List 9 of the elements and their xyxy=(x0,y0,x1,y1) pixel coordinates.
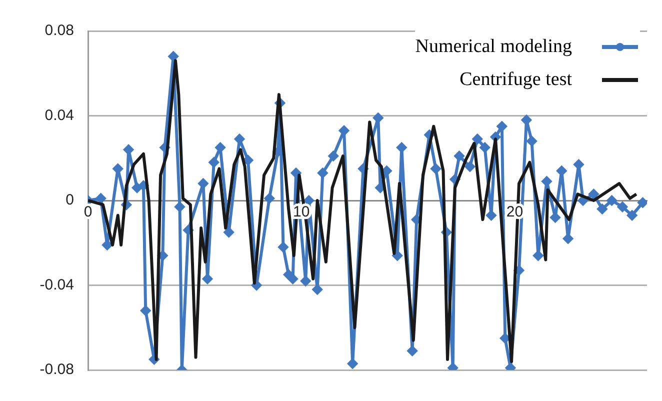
y-tick-label: -0.08 xyxy=(40,361,74,378)
y-tick-label: 0.04 xyxy=(44,106,74,124)
x-tick-label: 0 xyxy=(84,204,92,221)
legend-label: Numerical modeling xyxy=(415,36,572,58)
y-tick-label: -0.04 xyxy=(40,276,74,294)
x-tick-label: 10 xyxy=(293,204,310,221)
legend-label: Centrifuge test xyxy=(460,68,572,90)
y-tick-label: 0.08 xyxy=(44,22,74,40)
y-tick-label: 0 xyxy=(66,192,74,209)
